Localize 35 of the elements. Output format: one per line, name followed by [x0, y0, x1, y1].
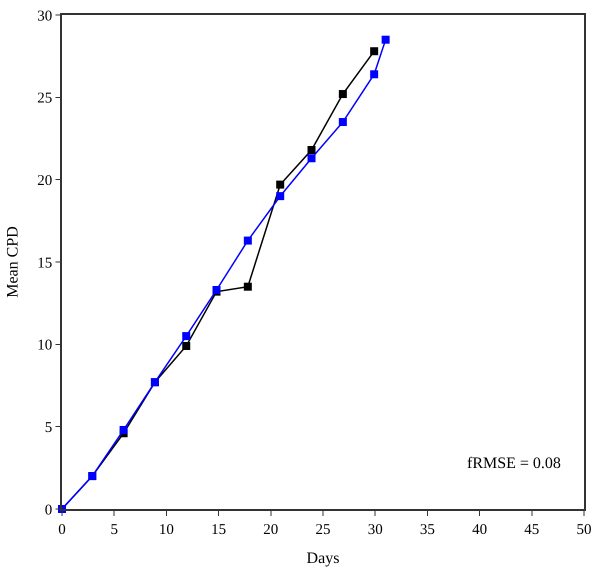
- point: [308, 146, 316, 154]
- x-tick-label: 0: [58, 522, 66, 538]
- point: [244, 282, 252, 291]
- point: [370, 70, 378, 78]
- x-axis-title: Days: [306, 550, 340, 567]
- annotation: fRMSE = 0.08: [467, 455, 561, 472]
- point: [120, 426, 128, 434]
- point: [276, 192, 284, 200]
- x-tick-label: 35: [420, 522, 435, 538]
- point: [382, 36, 390, 44]
- point: [338, 90, 347, 98]
- y-tick-label: 0: [44, 502, 52, 518]
- point: [338, 118, 347, 126]
- x-tick-label: 40: [472, 522, 488, 538]
- y-axis-title: Mean CPD: [4, 226, 22, 298]
- y-tick-label: 20: [37, 172, 52, 189]
- x-tick-label: 15: [211, 522, 226, 538]
- y-tick-label: 15: [37, 255, 52, 272]
- x-tick-label: 20: [263, 522, 278, 538]
- point: [244, 236, 252, 245]
- point: [308, 154, 316, 162]
- x-tick-label: 50: [576, 522, 592, 538]
- y-tick-label: 5: [44, 420, 52, 436]
- point: [182, 342, 190, 350]
- y-tick-label: 25: [37, 90, 52, 107]
- y-tick-label: 10: [37, 338, 52, 354]
- point: [182, 332, 190, 340]
- x-tick-label: 25: [316, 522, 330, 538]
- y-tick-label: 30: [37, 8, 52, 24]
- x-tick-label: 30: [368, 522, 383, 538]
- x-tick-label: 45: [524, 522, 540, 538]
- point: [276, 180, 284, 189]
- x-tick-label: 5: [110, 522, 118, 538]
- point: [370, 47, 378, 56]
- x-tick-label: 10: [158, 522, 174, 538]
